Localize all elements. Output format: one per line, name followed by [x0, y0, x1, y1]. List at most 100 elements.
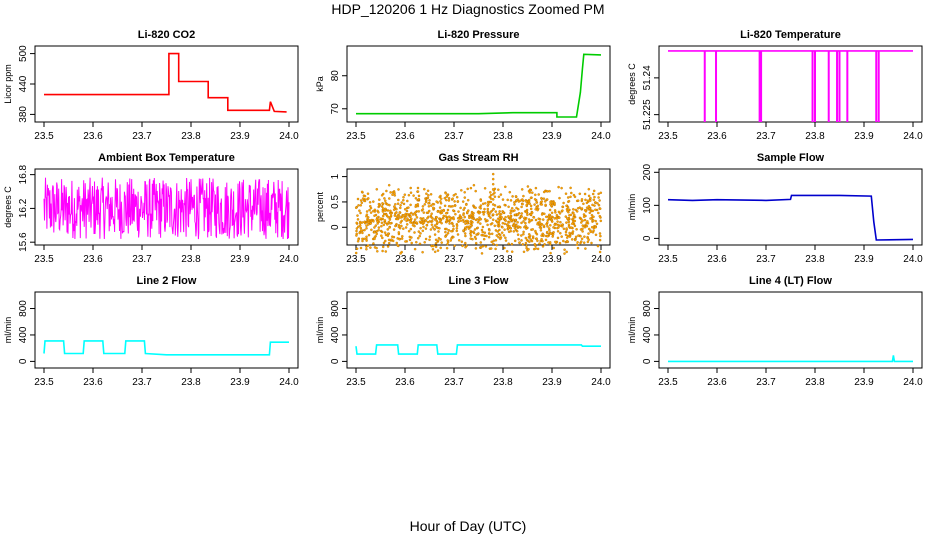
- data-point: [594, 201, 597, 204]
- x-tick-label: 24.0: [903, 254, 923, 265]
- data-point: [561, 205, 565, 209]
- data-point: [367, 220, 371, 224]
- data-point: [373, 246, 377, 249]
- data-point: [589, 230, 593, 234]
- y-tick-label: 1: [330, 173, 341, 179]
- data-point: [452, 235, 455, 239]
- data-point: [522, 220, 525, 223]
- data-point: [517, 225, 520, 228]
- data-point: [429, 214, 433, 218]
- data-point: [392, 235, 396, 239]
- data-point: [596, 202, 599, 205]
- data-point: [365, 247, 368, 251]
- x-tick-label: 23.5: [658, 254, 678, 265]
- data-point: [503, 228, 506, 231]
- data-point: [538, 242, 541, 245]
- data-point: [405, 223, 409, 226]
- data-point: [372, 220, 375, 223]
- data-point: [423, 241, 426, 244]
- data-point: [529, 196, 533, 200]
- data-point: [399, 216, 403, 219]
- data-point: [385, 189, 388, 193]
- x-tick-label: 23.8: [493, 377, 513, 388]
- data-point: [595, 222, 599, 226]
- data-point: [532, 216, 536, 219]
- data-point: [540, 222, 544, 226]
- chart-panel: Line 2 Flow ml/min 23.5 23.6 23.7 23.8 23.9 24.…: [3, 275, 299, 388]
- data-point: [397, 214, 401, 217]
- data-point: [434, 242, 438, 245]
- data-point: [464, 234, 467, 238]
- data-point: [452, 217, 455, 221]
- data-point: [404, 240, 407, 243]
- y-tick-label: 15.6: [18, 232, 29, 252]
- x-tick-label: 23.7: [756, 131, 776, 142]
- data-point: [591, 209, 595, 213]
- data-point: [573, 195, 577, 199]
- x-tick-label: 23.8: [493, 131, 513, 142]
- y-tick-label: 0: [642, 235, 653, 241]
- data-point: [395, 207, 398, 211]
- data-point: [576, 207, 580, 210]
- data-point: [549, 203, 552, 206]
- data-point: [366, 244, 370, 247]
- data-point: [594, 208, 597, 212]
- data-point: [380, 221, 384, 225]
- data-point: [392, 228, 396, 231]
- data-point: [362, 237, 366, 241]
- data-point: [476, 221, 480, 224]
- data-point: [438, 227, 441, 230]
- data-point: [491, 188, 495, 191]
- data-point: [529, 238, 533, 241]
- data-point: [522, 230, 525, 234]
- data-point: [594, 233, 598, 237]
- data-point: [367, 223, 370, 226]
- data-point: [549, 251, 552, 255]
- data-point: [483, 187, 487, 190]
- data-point: [556, 230, 560, 233]
- data-point: [396, 244, 399, 247]
- data-point: [469, 222, 472, 225]
- data-point: [407, 229, 411, 233]
- x-tick-label: 23.7: [756, 377, 776, 388]
- data-point: [365, 239, 368, 242]
- data-point: [355, 247, 359, 250]
- data-point: [467, 227, 471, 230]
- data-point: [425, 192, 428, 195]
- data-point: [448, 218, 452, 222]
- data-point: [487, 202, 490, 206]
- data-point: [431, 248, 435, 251]
- data-point: [387, 183, 391, 187]
- data-point: [469, 229, 472, 233]
- data-point: [565, 236, 569, 239]
- data-point: [393, 191, 396, 195]
- data-point: [363, 220, 366, 224]
- y-tick-label: 70: [330, 103, 341, 115]
- data-point: [469, 237, 472, 240]
- data-point: [430, 219, 434, 223]
- data-point: [365, 210, 369, 213]
- data-point: [576, 246, 580, 250]
- data-point: [590, 213, 594, 217]
- data-point: [480, 228, 484, 232]
- data-point: [388, 218, 392, 221]
- y-axis-label: kPa: [315, 76, 325, 92]
- data-point: [576, 199, 580, 202]
- data-point: [394, 224, 397, 228]
- data-point: [546, 225, 549, 228]
- data-point: [504, 239, 508, 242]
- data-point: [434, 238, 438, 242]
- data-point: [372, 200, 375, 203]
- data-point: [580, 207, 584, 210]
- series-line: [43, 340, 289, 356]
- data-point: [433, 227, 436, 231]
- data-point: [481, 225, 485, 229]
- data-point: [356, 214, 359, 217]
- data-point: [544, 238, 548, 242]
- data-point: [413, 247, 417, 251]
- data-point: [409, 215, 412, 218]
- data-point: [409, 186, 412, 190]
- data-point: [463, 196, 467, 199]
- data-point: [361, 231, 364, 235]
- data-point: [393, 214, 397, 217]
